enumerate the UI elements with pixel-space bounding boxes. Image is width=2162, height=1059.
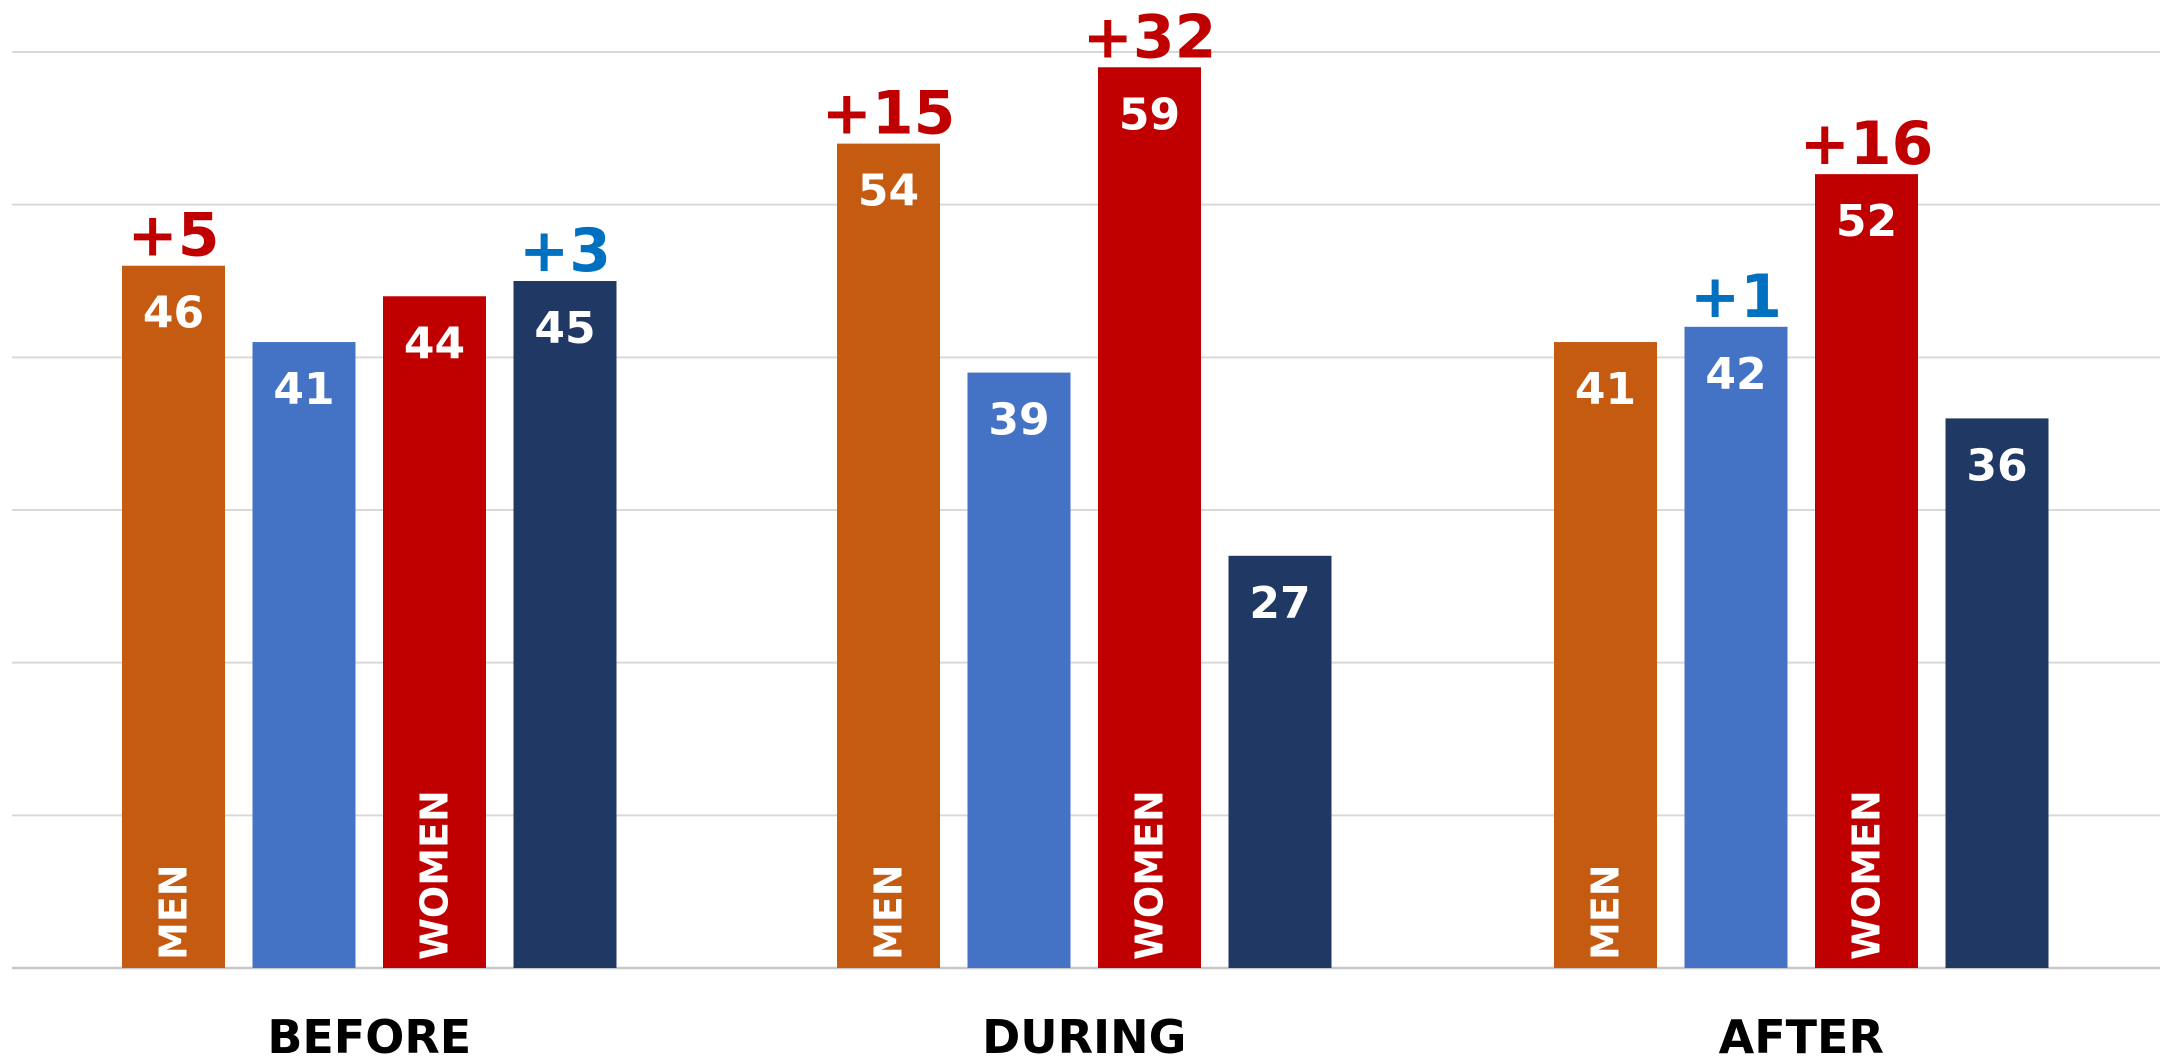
difference-annotation: +32: [1083, 2, 1217, 72]
bar: [383, 296, 486, 968]
bar-value-label: 52: [1836, 196, 1897, 247]
bar-series-label: WOMEN: [413, 790, 457, 960]
bar: [513, 281, 617, 968]
bar-value-label: 42: [1705, 349, 1766, 400]
bar-value-label: 59: [1119, 89, 1180, 140]
bar: [1554, 342, 1657, 969]
difference-annotation: +3: [519, 216, 611, 286]
bar-value-label: 54: [858, 166, 919, 217]
labels: 46 MEN 41 44 WOMEN 45 BEFORE 54 MEN 39 59 WOMEN 27 DU…: [127, 2, 2027, 1059]
difference-annotation: +16: [1800, 109, 1934, 179]
bar: [1945, 418, 2049, 968]
bar-series-label: WOMEN: [1128, 790, 1172, 960]
bar-value-label: 46: [143, 288, 204, 339]
bar: [1228, 555, 1332, 968]
bar: [122, 265, 225, 968]
bar: [837, 143, 940, 969]
bar: [1815, 174, 1918, 969]
bar-series-label: MEN: [1584, 864, 1628, 960]
bar: [252, 342, 356, 969]
gridlines: [12, 51, 2160, 970]
bar-series-label: WOMEN: [1845, 790, 1889, 960]
bar-value-label: 36: [1966, 440, 2027, 491]
bar-value-label: 41: [273, 364, 334, 415]
bar: [1684, 326, 1788, 968]
bar-value-label: 41: [1575, 364, 1636, 415]
difference-annotation: +1: [1690, 262, 1782, 332]
bar-value-label: 45: [534, 303, 595, 354]
x-tick-label: DURING: [982, 1010, 1186, 1059]
bar-value-label: 44: [404, 318, 465, 369]
bars: [122, 67, 2049, 969]
bar-series-label: MEN: [867, 864, 911, 960]
difference-annotation: +5: [127, 201, 219, 271]
bar-series-label: MEN: [152, 864, 196, 960]
x-tick-label: BEFORE: [267, 1010, 471, 1059]
bar: [1098, 67, 1201, 969]
x-tick-label: AFTER: [1719, 1010, 1884, 1059]
bar: [967, 372, 1071, 969]
bar-value-label: 27: [1249, 578, 1310, 629]
difference-annotation: +15: [822, 79, 956, 149]
bar-value-label: 39: [988, 395, 1049, 446]
